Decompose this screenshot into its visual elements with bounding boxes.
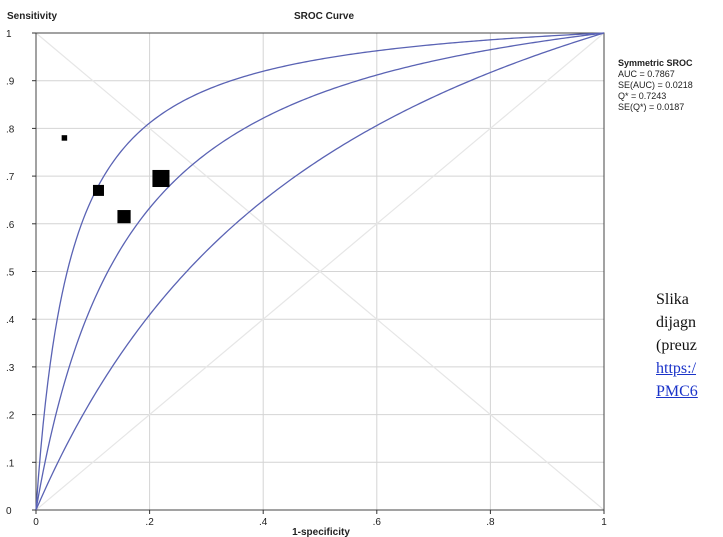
stats-se-q-star: SE(Q*) = 0.0187 (618, 102, 684, 112)
stats-q-star: Q* = 0.7243 (618, 91, 666, 101)
x-tick-label: 0 (33, 517, 39, 528)
sroc-curves (35, 32, 605, 511)
y-tick-label: 1 (6, 29, 12, 40)
caption-link[interactable]: PMC6 (656, 383, 698, 400)
y-axis-title: Sensitivity (7, 11, 57, 22)
y-tick-label: 0 (6, 506, 12, 517)
caption-line: Slika (656, 291, 689, 308)
y-tick-label: .2 (6, 411, 15, 422)
sroc-curve-lower (35, 32, 605, 511)
study-point (117, 210, 131, 224)
sroc-curve-upper (35, 32, 605, 511)
chart-title: SROC Curve (294, 11, 354, 22)
study-point (92, 184, 104, 196)
study-points (61, 135, 170, 224)
y-tick-label: .3 (6, 363, 15, 374)
x-tick-label: .6 (373, 517, 382, 528)
stats-heading: Symmetric SROC (618, 58, 693, 68)
sroc-curve-sroc (35, 32, 605, 511)
x-tick-label: 1 (601, 517, 607, 528)
symmetry-diagonal (35, 32, 605, 511)
study-point (152, 169, 170, 188)
x-axis-ticks: 0 .2 .4 .6 .8 1 (33, 510, 607, 528)
figure-caption: Slika dijagn (preuz https:/ PMC6 (656, 288, 723, 403)
y-tick-label: .5 (6, 268, 15, 279)
y-tick-label: .9 (6, 77, 15, 88)
y-tick-label: .6 (6, 220, 15, 231)
caption-line: (preuz (656, 337, 697, 354)
x-axis-title: 1-specificity (292, 527, 350, 537)
y-tick-label: .8 (6, 124, 15, 135)
x-tick-label: .4 (259, 517, 268, 528)
stats-auc: AUC = 0.7867 (618, 69, 675, 79)
study-point (61, 135, 68, 141)
caption-link[interactable]: https:/ (656, 360, 697, 377)
sroc-stats: Symmetric SROC AUC = 0.7867 SE(AUC) = 0.… (618, 58, 693, 112)
y-tick-label: .7 (6, 172, 15, 183)
x-tick-label: .8 (486, 517, 495, 528)
x-tick-label: .2 (145, 517, 154, 528)
y-tick-label: .4 (6, 315, 15, 326)
stats-se-auc: SE(AUC) = 0.0218 (618, 80, 693, 90)
caption-line: dijagn (656, 314, 696, 331)
y-tick-label: .1 (6, 458, 15, 469)
y-axis-ticks: 0 .1 .2 .3 .4 .5 .6 .7 .8 .9 1 (6, 29, 36, 517)
diagonal-lines (35, 32, 605, 511)
